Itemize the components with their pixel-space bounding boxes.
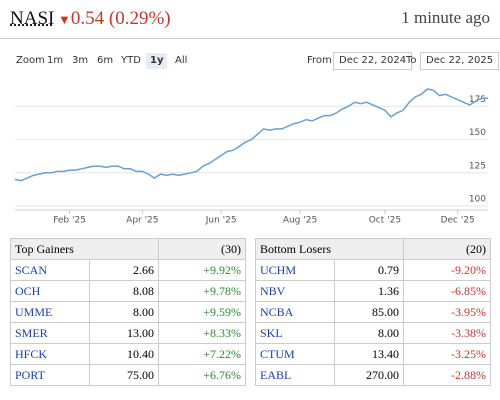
price-cell: 0.79	[334, 259, 404, 281]
table-row: SCAN 2.66 +9.92%	[10, 259, 246, 281]
price-line	[14, 88, 488, 182]
symbol-cell[interactable]: HFCK	[10, 343, 90, 365]
change-cell: -6.85%	[403, 280, 491, 302]
table-row: OCH 8.08 +9.78%	[10, 280, 246, 302]
symbol-cell[interactable]: SCAN	[10, 259, 90, 281]
price-cell: 8.08	[89, 280, 159, 302]
zoom-label: Zoom	[16, 55, 45, 66]
change-cell: +6.76%	[158, 364, 246, 386]
y-tick-label: 150	[469, 128, 486, 138]
table-count: (30)	[158, 238, 246, 260]
table-row: CTUM 13.40 -3.25%	[255, 343, 491, 365]
price-cell: 2.66	[89, 259, 159, 281]
table-count: (20)	[403, 238, 491, 260]
to-date[interactable]: Dec 22, 2025	[420, 52, 500, 70]
symbol[interactable]: NASI	[10, 8, 55, 29]
price-cell: 8.00	[334, 322, 404, 344]
change-cell: -3.25%	[403, 343, 491, 365]
zoom-button[interactable]: All	[175, 55, 188, 66]
change-cell: +7.22%	[158, 343, 246, 365]
table-row: EABL 270.00 -2.88%	[255, 364, 491, 386]
y-tick-label: 100	[469, 195, 486, 205]
price-cell: 13.00	[89, 322, 159, 344]
symbol-cell[interactable]: PORT	[10, 364, 90, 386]
table-row: NCBA 85.00 -3.95%	[255, 301, 491, 323]
table-row: UMME 8.00 +9.59%	[10, 301, 246, 323]
change-text: 0.54 (0.29%)	[70, 8, 171, 29]
change-cell: -2.88%	[403, 364, 491, 386]
symbol-cell[interactable]: OCH	[10, 280, 90, 302]
table-title: Bottom Losers	[255, 238, 404, 260]
price-cell: 8.00	[89, 301, 159, 323]
symbol-cell[interactable]: EABL	[255, 364, 335, 386]
header-row: Top Gainers (30)	[10, 238, 246, 260]
from-date[interactable]: Dec 22, 2024	[333, 52, 413, 70]
zoom-button[interactable]: 1y	[146, 53, 168, 69]
to-label: To	[406, 55, 417, 66]
zoom-button[interactable]: YTD	[121, 55, 141, 66]
header-row: Bottom Losers (20)	[255, 238, 491, 260]
table-title: Top Gainers	[10, 238, 159, 260]
change-cell: +9.59%	[158, 301, 246, 323]
y-tick-label: 125	[469, 161, 486, 171]
x-tick-label: Feb '25	[53, 216, 86, 226]
x-tick-label: Oct '25	[369, 216, 401, 226]
symbol-cell[interactable]: NCBA	[255, 301, 335, 323]
x-tick-label: Dec '25	[441, 216, 475, 226]
symbol-cell[interactable]: CTUM	[255, 343, 335, 365]
x-tick-label: Aug '25	[283, 216, 317, 226]
symbol-cell[interactable]: UMME	[10, 301, 90, 323]
change-cell: -3.38%	[403, 322, 491, 344]
table-row: PORT 75.00 +6.76%	[10, 364, 246, 386]
updated-time: 1 minute ago	[401, 8, 490, 27]
down-arrow: ▼	[58, 12, 71, 27]
price-cell: 75.00	[89, 364, 159, 386]
change-cell: +9.92%	[158, 259, 246, 281]
zoom-button[interactable]: 1m	[47, 55, 64, 66]
x-tick-label: Apr '25	[126, 216, 158, 226]
table-row: SKL 8.00 -3.38%	[255, 322, 491, 344]
separator	[0, 38, 500, 39]
symbol-cell[interactable]: NBV	[255, 280, 335, 302]
zoom-button[interactable]: 3m	[72, 55, 89, 66]
gainers-table: Top Gainers (30) SCAN 2.66 +9.92% OCH 8.08 +9.7…	[10, 238, 246, 386]
symbol-cell[interactable]: UCHM	[255, 259, 335, 281]
price-cell: 13.40	[334, 343, 404, 365]
losers-table: Bottom Losers (20) UCHM 0.79 -9.20% NBV 1.36 -6…	[255, 238, 491, 386]
table-row: UCHM 0.79 -9.20%	[255, 259, 491, 281]
table-row: SMER 13.00 +8.33%	[10, 322, 246, 344]
symbol-cell[interactable]: SKL	[255, 322, 335, 344]
change-cell: +9.78%	[158, 280, 246, 302]
x-tick-label: Jun '25	[205, 216, 237, 226]
table-row: HFCK 10.40 +7.22%	[10, 343, 246, 365]
change-cell: -3.95%	[403, 301, 491, 323]
symbol-cell[interactable]: SMER	[10, 322, 90, 344]
price-cell: 85.00	[334, 301, 404, 323]
price-cell: 270.00	[334, 364, 404, 386]
price-cell: 1.36	[334, 280, 404, 302]
change-cell: -9.20%	[403, 259, 491, 281]
change-cell: +8.33%	[158, 322, 246, 344]
table-row: NBV 1.36 -6.85%	[255, 280, 491, 302]
price-change: ▼0.54 (0.29%)	[58, 8, 171, 30]
zoom-button[interactable]: 6m	[97, 55, 114, 66]
from-label: From	[307, 55, 332, 66]
price-cell: 10.40	[89, 343, 159, 365]
